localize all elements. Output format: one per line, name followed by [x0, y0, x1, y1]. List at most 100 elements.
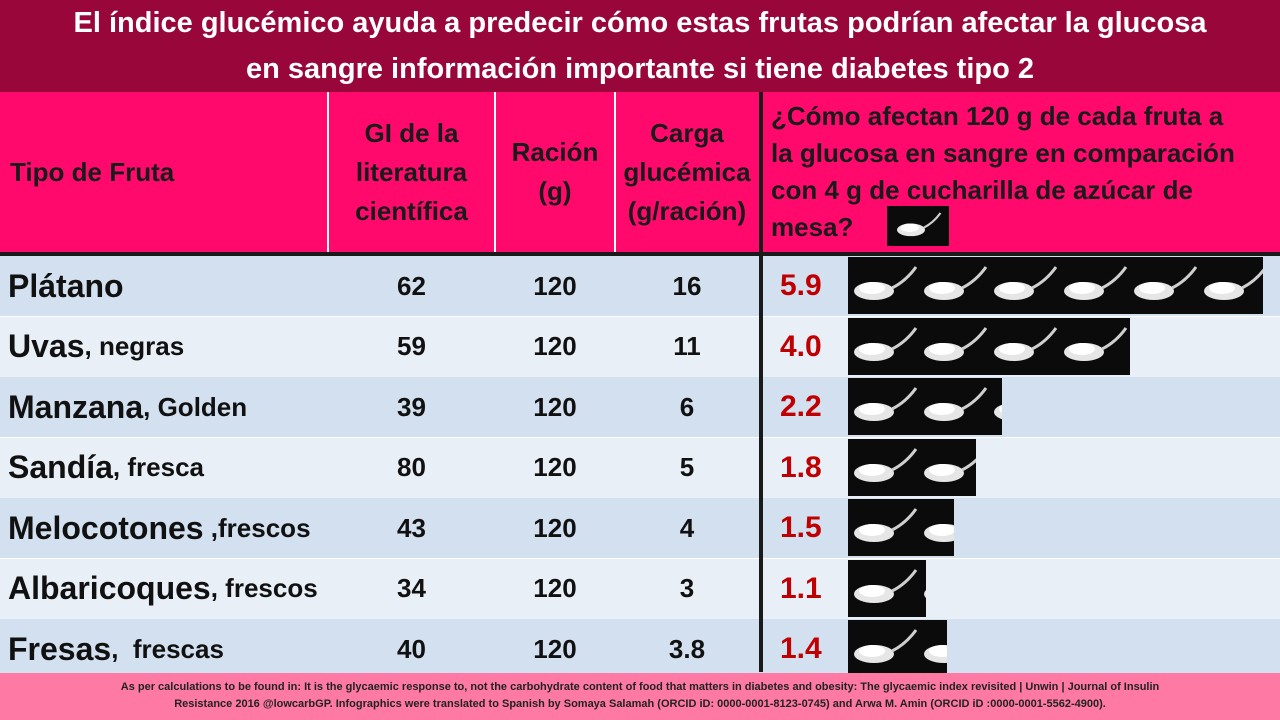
teaspoon-equivalent-value: 1.1: [780, 571, 822, 605]
portion-value: 120: [533, 391, 577, 422]
teaspoon-equivalent-value: 1.4: [780, 632, 822, 665]
header-question-line-2: la glucosa en sangre en comparación: [771, 138, 1235, 168]
teaspoon-equivalent-value: 5.9: [780, 269, 822, 302]
sugar-teaspoon-icon: [918, 257, 990, 314]
sugar-teaspoon-icon: [848, 317, 920, 375]
table-row: Melocotones ,frescos 43 120 4 1.5: [0, 498, 1280, 558]
header-bottom-border: [0, 252, 1280, 256]
fruit-label: Manzana: [8, 388, 144, 425]
fruit-name: Albaricoques, frescos: [8, 559, 318, 619]
header-portion-line-2: (g): [538, 176, 572, 206]
gi-value: 39: [397, 391, 426, 422]
teaspoon-equivalent-value: 4.0: [780, 329, 822, 363]
sugar-teaspoon-icon: [918, 620, 947, 677]
glycemic-load-value: 5: [679, 452, 695, 482]
gi-value: 34: [397, 573, 426, 603]
footer-line-2: Resistance 2016 @lowcarbGP. Infographics…: [174, 698, 1106, 710]
glycemic-load-value: 4: [679, 512, 695, 543]
table-row: Albaricoques, frescos 34 120 3 1.1: [0, 558, 1280, 619]
header-divider: [614, 92, 616, 252]
table-row: Manzana, Golden 39 120 6 2.2: [0, 377, 1280, 437]
table-row: Fresas, frescas 40 120 3.8 1.4: [0, 619, 1280, 679]
fruit-variety: , frescas: [111, 633, 224, 664]
sugar-teaspoon-icon: [988, 378, 1002, 435]
fruit-name: Manzana, Golden: [8, 377, 247, 437]
fruit-name: Uvas, negras: [8, 317, 184, 377]
header-portion: Ración (g): [495, 92, 615, 252]
teaspoon-equivalent-value: 1.5: [780, 511, 822, 544]
portion-value: 120: [533, 512, 577, 543]
header-question-line-4: mesa?: [771, 212, 854, 242]
teaspoon-equivalent-value: 1.8: [780, 450, 822, 484]
gi-value: 59: [397, 331, 426, 361]
gi-value: 40: [397, 633, 426, 664]
fruit-variety: , negras: [84, 331, 185, 361]
header-load: Carga glucémica (g/ración): [615, 92, 759, 252]
source-footer: As per calculations to be found in: It i…: [0, 673, 1280, 720]
teaspoon-equivalent-value: 2.2: [780, 390, 822, 423]
glycemic-load-value: 3: [679, 573, 695, 603]
table-row: Plátano 62 120 16 5.9: [0, 256, 1280, 316]
title-line-1: El índice glucémico ayuda a predecir cóm…: [73, 7, 1207, 39]
footer-line-1: As per calculations to be found in: It i…: [120, 681, 1160, 693]
portion-value: 120: [533, 270, 577, 301]
sugar-teaspoon-icon: [918, 438, 976, 496]
sugar-teaspoon-icon: [848, 559, 920, 617]
header-divider: [494, 92, 496, 252]
fruit-name: Fresas, frescas: [8, 619, 224, 679]
sugar-teaspoon-icon: [1058, 257, 1130, 314]
header-gi-line-2: literatura: [355, 156, 468, 187]
sugar-teaspoon-icon: [887, 206, 949, 246]
sugar-teaspoon-icon: [848, 257, 920, 314]
fruit-variety: ,frescos: [203, 512, 311, 543]
fruit-label: Sandía: [8, 449, 113, 485]
header-portion-line-1: Ración: [511, 137, 599, 167]
fruit-name: Sandía, fresca: [8, 438, 204, 498]
sugar-teaspoon-icon: [988, 257, 1060, 314]
sugar-teaspoon-icon: [918, 559, 926, 617]
header-gi-line-1: GI de la: [364, 117, 459, 148]
fruit-label: Melocotones: [8, 509, 204, 546]
ratio-column-border: [759, 92, 763, 672]
header-question-line-3: con 4 g de cucharilla de azúcar de: [771, 175, 1193, 205]
sugar-teaspoon-icon: [1128, 257, 1200, 314]
sugar-teaspoon-icon: [1058, 317, 1130, 375]
portion-value: 120: [533, 331, 577, 361]
sugar-teaspoon-icon: [848, 378, 920, 435]
sugar-teaspoon-icon: [918, 378, 990, 435]
fruit-name: Plátano: [8, 256, 124, 316]
sugar-teaspoon-icon: [1198, 257, 1263, 314]
header-question: ¿Cómo afectan 120 g de cada fruta a la g…: [759, 92, 1280, 252]
fruit-variety: , Golden: [143, 391, 248, 422]
glycemic-load-value: 11: [673, 331, 701, 361]
glycemic-load-value: 16: [672, 270, 702, 301]
sugar-teaspoon-icon: [918, 317, 990, 375]
table-row: Sandía, fresca 80 120 5 1.8: [0, 437, 1280, 498]
fruit-label: Fresas: [8, 630, 112, 667]
header-load-line-3: (g/ración): [627, 195, 747, 226]
fruit-name: Melocotones ,frescos: [8, 498, 311, 558]
header-fruit: Tipo de Fruta: [0, 92, 328, 252]
header-load-line-1: Carga: [650, 117, 724, 148]
header-divider: [327, 92, 329, 252]
fruit-variety: , fresca: [112, 452, 204, 482]
header-question-line-1: ¿Cómo afectan 120 g de cada fruta a: [771, 101, 1224, 131]
fruit-label: Albaricoques: [8, 570, 211, 606]
page-title: El índice glucémico ayuda a predecir cóm…: [0, 0, 1280, 92]
header-fruit-label: Tipo de Fruta: [10, 156, 175, 187]
sugar-teaspoon-icon: [988, 317, 1060, 375]
gi-value: 80: [397, 452, 426, 482]
header-load-line-2: glucémica: [623, 156, 751, 187]
sugar-teaspoon-icon: [848, 438, 920, 496]
sugar-teaspoon-icon: [848, 499, 920, 556]
portion-value: 120: [533, 633, 577, 664]
table-row: Uvas, negras 59 120 11 4.0: [0, 316, 1280, 377]
title-line-2: en sangre información importante si tien…: [246, 53, 1034, 85]
gi-value: 43: [397, 512, 426, 543]
header-gi: GI de la literatura científica: [328, 92, 495, 252]
glycemic-load-value: 3.8: [668, 633, 706, 664]
sugar-teaspoon-icon: [848, 620, 920, 677]
header-gi-line-3: científica: [355, 195, 468, 226]
portion-value: 120: [533, 573, 577, 603]
fruit-label: Plátano: [8, 267, 124, 304]
